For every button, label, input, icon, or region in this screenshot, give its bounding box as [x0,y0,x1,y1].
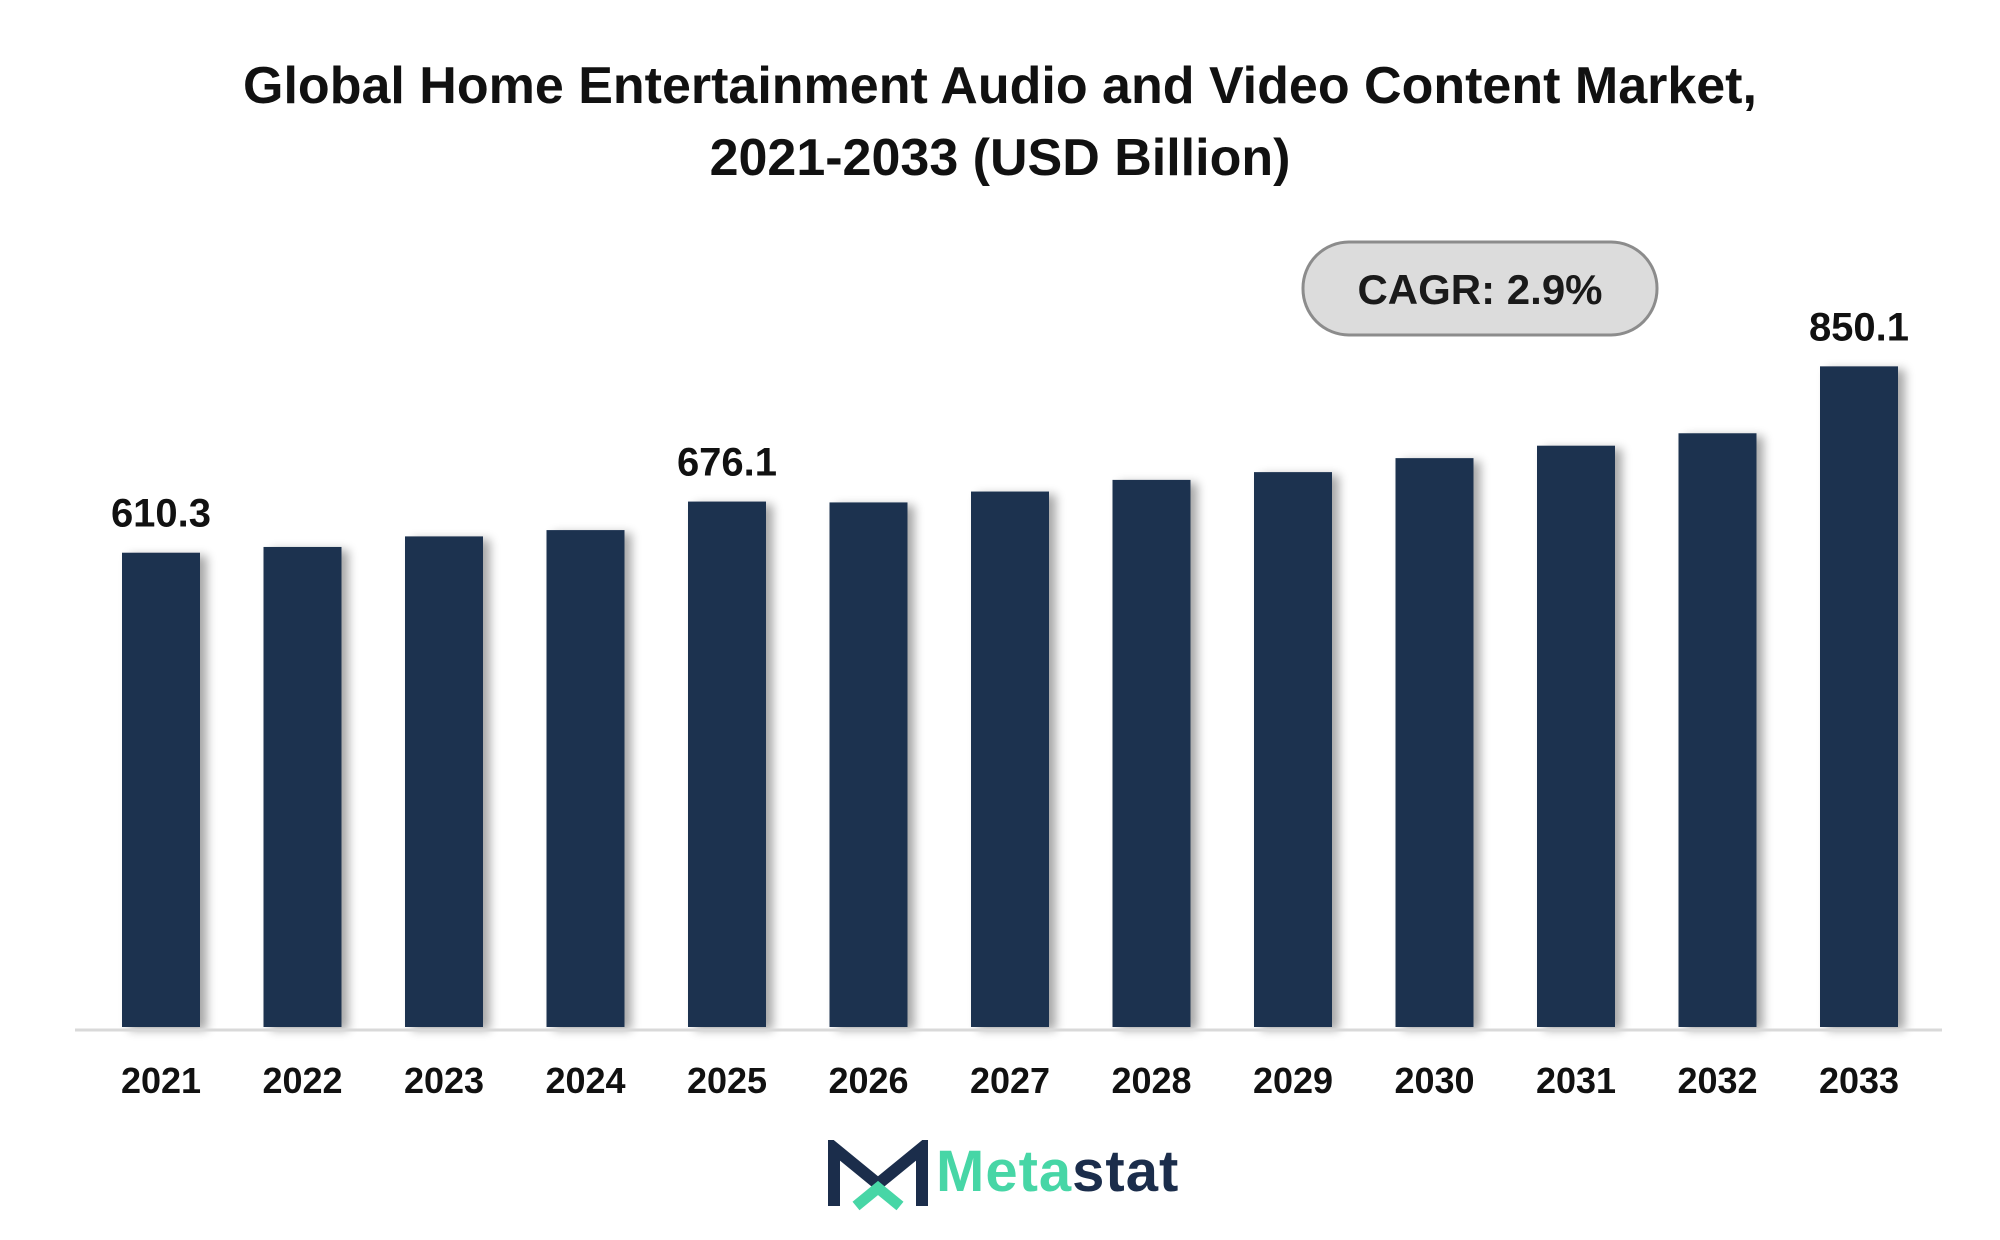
bar-2030 [1395,458,1474,1027]
data-label: 850.1 [1809,305,1909,349]
x-tick-label: 2030 [1394,1060,1474,1101]
bar-2029 [1254,472,1332,1027]
x-tick-label: 2031 [1536,1060,1616,1101]
x-tick-label: 2025 [687,1060,767,1101]
x-tick-label: 2029 [1253,1060,1333,1101]
metastat-wordmark: Metastat [936,1136,1179,1208]
data-label: 610.3 [111,492,211,536]
cagr-box [1301,240,1659,337]
bar-2023 [405,536,483,1027]
labels-group: 2021 610.3 2022 2023 2024 2025 676.1 2026 2027 20… [111,305,1909,1101]
x-tick-label: 2028 [1111,1060,1191,1101]
x-tick-label: 2023 [404,1060,484,1101]
metastat-logo: Metastat [828,1139,1208,1212]
x-tick-label: 2032 [1677,1060,1757,1101]
logo-text-meta: Meta [936,1139,1073,1204]
chart-title-line2: 2021-2033 (USD Billion) [709,129,1291,187]
x-tick-label: 2027 [970,1060,1050,1101]
x-tick-label: 2024 [545,1060,625,1101]
x-tick-label: 2033 [1819,1060,1899,1101]
metastat-logo-mark-icon [828,1140,928,1211]
x-tick-label: 2021 [121,1060,201,1101]
bar-2021 [122,552,200,1027]
chart-title-line1: Global Home Entertainment Audio and Vide… [243,57,1757,115]
bar-2031 [1537,445,1615,1027]
cagr-label: CAGR: 2.9% [1357,266,1602,313]
chart-title: Global Home Entertainment Audio and Vide… [0,50,2000,194]
bar-2024 [546,530,625,1027]
bar-2022 [263,546,342,1027]
bar-2032 [1678,433,1757,1028]
data-label: 676.1 [677,441,777,485]
bars-group [122,366,1898,1028]
bar-2033 [1820,366,1898,1028]
bar-2027 [971,491,1049,1027]
bar-2028 [1112,479,1191,1027]
bar-2026 [829,502,908,1027]
logo-text-stat: stat [1072,1139,1180,1204]
bar-2025 [688,501,766,1027]
x-tick-label: 2022 [262,1060,342,1101]
cagr-annotation: CAGR: 2.9% [1301,240,1659,337]
x-tick-label: 2026 [828,1060,908,1101]
